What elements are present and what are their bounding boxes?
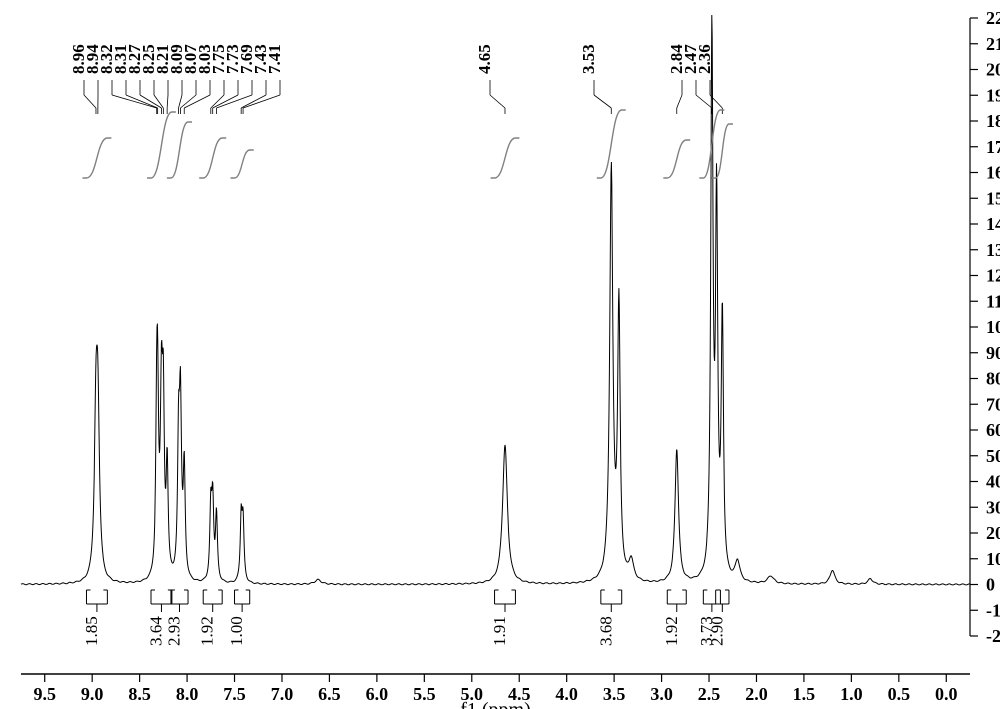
nmr-spectrum-chart: 2200210020001900180017001600150014001300…	[0, 0, 1000, 709]
x-tick-label: 8.0	[176, 684, 199, 704]
integral-curve	[199, 138, 226, 178]
y-tick-label: 1900	[986, 85, 1000, 105]
y-tick-label: 300	[986, 497, 1000, 517]
integral-value: 1.92	[198, 616, 217, 646]
x-tick-label: 7.0	[271, 684, 294, 704]
x-tick-label: 1.0	[840, 684, 863, 704]
peak-ppm-label: 7.41	[265, 44, 284, 74]
y-tick-label: -100	[986, 600, 1000, 620]
spectrum-trace	[21, 15, 970, 585]
x-tick-label: 1.5	[793, 684, 816, 704]
x-tick-label: 8.5	[128, 684, 151, 704]
y-tick-label: 1300	[986, 240, 1000, 260]
y-tick-label: 800	[986, 369, 1000, 389]
integral-value: 2.93	[164, 616, 183, 646]
y-tick-label: 1000	[986, 317, 1000, 337]
peak-ppm-label: 2.36	[695, 44, 714, 74]
integral-value: 3.64	[146, 616, 165, 646]
y-tick-label: 1800	[986, 111, 1000, 131]
y-tick-label: 1400	[986, 214, 1000, 234]
y-tick-label: 200	[986, 523, 1000, 543]
y-tick-label: 1500	[986, 188, 1000, 208]
x-tick-label: 0.0	[935, 684, 958, 704]
integral-curve	[491, 138, 520, 178]
y-tick-label: 1600	[986, 163, 1000, 183]
y-tick-label: 600	[986, 420, 1000, 440]
integral-curve	[167, 122, 192, 178]
peak-ppm-label: 3.53	[579, 44, 598, 74]
y-axis: 2200210020001900180017001600150014001300…	[970, 8, 1000, 646]
y-tick-label: 0	[986, 575, 995, 595]
spectrum-svg: 2200210020001900180017001600150014001300…	[0, 0, 1000, 709]
y-tick-label: 900	[986, 343, 1000, 363]
x-axis-title: f1 (ppm)	[460, 699, 531, 709]
y-tick-label: 1200	[986, 266, 1000, 286]
integral-curve	[231, 150, 254, 178]
y-tick-label: 700	[986, 394, 1000, 414]
integral-value: 3.68	[596, 616, 615, 646]
x-tick-label: 9.5	[33, 684, 56, 704]
integral-curve	[83, 138, 112, 178]
y-tick-label: 2200	[986, 8, 1000, 28]
x-tick-label: 4.0	[555, 684, 578, 704]
x-tick-label: 3.0	[650, 684, 673, 704]
y-tick-label: 2000	[986, 60, 1000, 80]
y-tick-label: 500	[986, 446, 1000, 466]
peak-ppm-label: 4.65	[475, 44, 494, 74]
integral-curve	[147, 112, 176, 178]
x-tick-label: 0.5	[888, 684, 911, 704]
x-tick-label: 2.0	[745, 684, 768, 704]
y-tick-label: 2100	[986, 34, 1000, 54]
x-tick-label: 7.5	[223, 684, 246, 704]
y-tick-label: 100	[986, 549, 1000, 569]
integral-value: 1.85	[82, 616, 101, 646]
x-tick-label: 5.5	[413, 684, 436, 704]
peak-labels: 8.968.948.328.318.278.258.218.098.078.03…	[69, 44, 722, 114]
x-tick-label: 3.5	[603, 684, 626, 704]
y-tick-label: 1100	[986, 291, 1000, 311]
x-tick-label: 6.0	[366, 684, 389, 704]
x-axis: 9.59.08.58.07.57.06.56.05.55.04.54.03.53…	[21, 674, 970, 709]
y-tick-label: 400	[986, 472, 1000, 492]
integral-value: 1.92	[662, 616, 681, 646]
integral-value: 2.90	[707, 616, 726, 646]
integral-value: 1.91	[490, 616, 509, 646]
y-tick-label: -200	[986, 626, 1000, 646]
x-tick-label: 2.5	[698, 684, 721, 704]
x-tick-label: 6.5	[318, 684, 341, 704]
x-tick-label: 9.0	[81, 684, 104, 704]
y-tick-label: 1700	[986, 137, 1000, 157]
integral-value: 1.00	[227, 616, 246, 646]
integral-curve	[663, 140, 690, 178]
integral-curve	[712, 124, 733, 178]
